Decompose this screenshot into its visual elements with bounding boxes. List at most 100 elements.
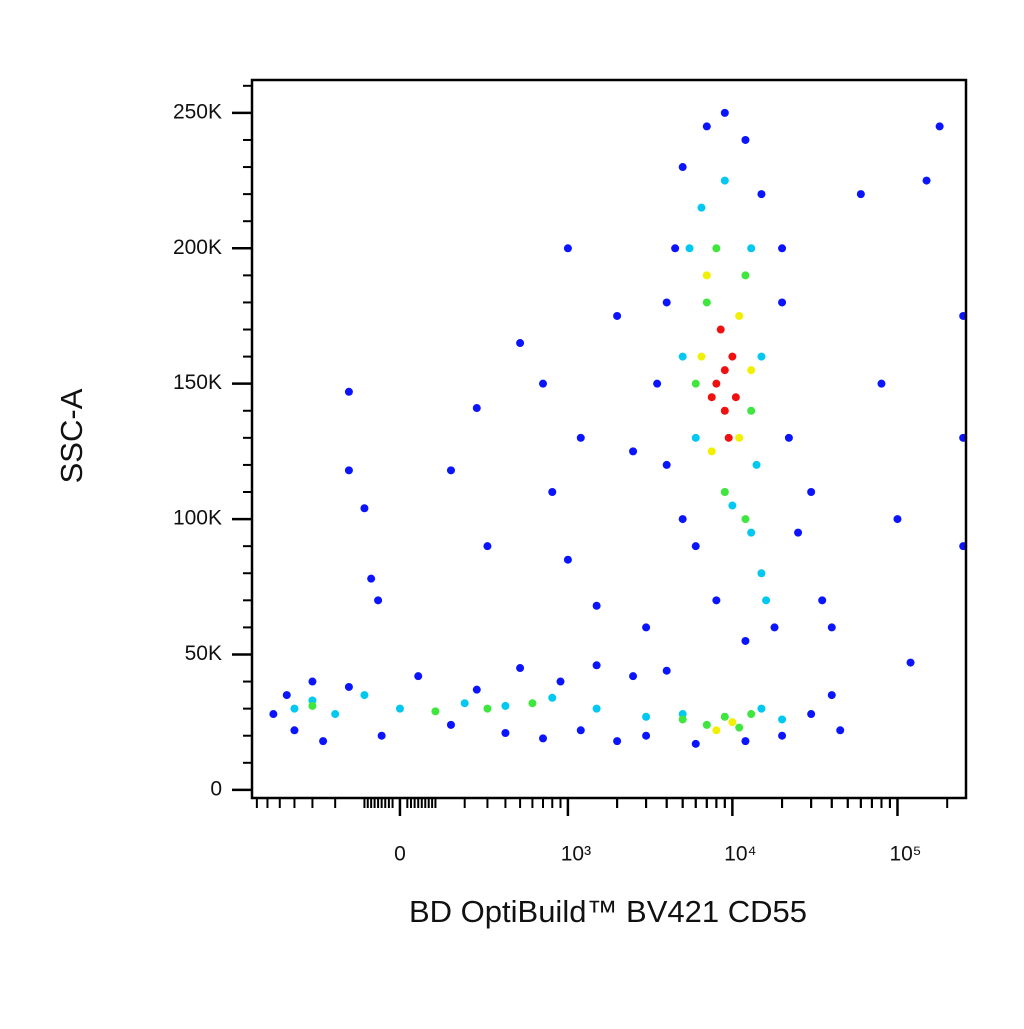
dot [720, 488, 729, 497]
dot [807, 488, 816, 497]
dot [784, 433, 793, 442]
dot [752, 460, 761, 469]
dot [576, 726, 585, 735]
dot [642, 712, 651, 721]
dot [893, 515, 902, 524]
dot [516, 664, 525, 673]
dot [539, 734, 548, 743]
dot [728, 352, 737, 361]
dot [563, 244, 572, 253]
dot [712, 596, 721, 605]
dot [827, 691, 836, 700]
x-tick-label: 10⁵ [889, 843, 921, 866]
dot [818, 596, 827, 605]
dot [702, 720, 711, 729]
dot [642, 623, 651, 632]
y-tick-label: 250K [173, 100, 222, 123]
dot [720, 176, 729, 185]
dot [483, 542, 492, 551]
dot [539, 379, 548, 388]
dot [269, 710, 278, 719]
dot [724, 433, 733, 442]
y-tick-label: 150K [173, 371, 222, 394]
dot [747, 406, 756, 415]
x-tick-label: 10⁴ [724, 843, 756, 866]
dot [728, 718, 737, 727]
dot [592, 704, 601, 713]
dot [778, 715, 787, 724]
dot [741, 636, 750, 645]
dot [712, 726, 721, 735]
dot [720, 406, 729, 415]
dot [906, 658, 915, 667]
dot [472, 685, 481, 694]
dot [460, 699, 469, 708]
dot [613, 737, 622, 746]
dot [757, 190, 766, 199]
dot [757, 704, 766, 713]
dot [731, 393, 740, 402]
dot [747, 710, 756, 719]
dot [678, 715, 687, 724]
dot [702, 271, 711, 280]
dot [629, 672, 638, 681]
dot [762, 596, 771, 605]
dot [290, 704, 299, 713]
dot [678, 515, 687, 524]
dot [308, 701, 317, 710]
dot [501, 701, 510, 710]
dot [778, 244, 787, 253]
plot-frame [250, 78, 968, 800]
dot [702, 122, 711, 131]
dot [548, 488, 557, 497]
dot [377, 731, 386, 740]
x-tick-label: 0 [394, 843, 406, 866]
dot [360, 691, 369, 700]
dot [856, 190, 865, 199]
dot [935, 122, 944, 131]
dot [446, 466, 455, 475]
dot [757, 569, 766, 578]
dot [836, 726, 845, 735]
dot [778, 298, 787, 307]
dot [576, 433, 585, 442]
dot [592, 601, 601, 610]
dot [707, 447, 716, 456]
dot [592, 661, 601, 670]
dot [446, 720, 455, 729]
dot [712, 379, 721, 388]
dot [528, 699, 537, 708]
x-axis-title: BD OptiBuild™ BV421 CD55 [409, 894, 807, 929]
dot [691, 433, 700, 442]
dot [716, 325, 725, 334]
y-tick-label: 50K [185, 642, 222, 665]
dot [472, 404, 481, 413]
dot [735, 433, 744, 442]
dot [662, 666, 671, 675]
dot [697, 203, 706, 212]
dot [556, 677, 565, 686]
dot [678, 352, 687, 361]
dot [395, 704, 404, 713]
dot [877, 379, 886, 388]
dot [707, 393, 716, 402]
dot [794, 528, 803, 537]
dot [720, 108, 729, 117]
dot [642, 731, 651, 740]
y-tick-label: 100K [173, 507, 222, 530]
dot [516, 339, 525, 348]
dot [741, 737, 750, 746]
points-layer [269, 108, 968, 748]
dot [319, 737, 328, 746]
dot [671, 244, 680, 253]
dot [360, 504, 369, 513]
y-tick-label: 200K [173, 236, 222, 259]
dot [662, 298, 671, 307]
dot [431, 707, 440, 716]
dot [712, 244, 721, 253]
dot [702, 298, 711, 307]
dot [691, 739, 700, 748]
dot [691, 379, 700, 388]
dot [344, 387, 353, 396]
